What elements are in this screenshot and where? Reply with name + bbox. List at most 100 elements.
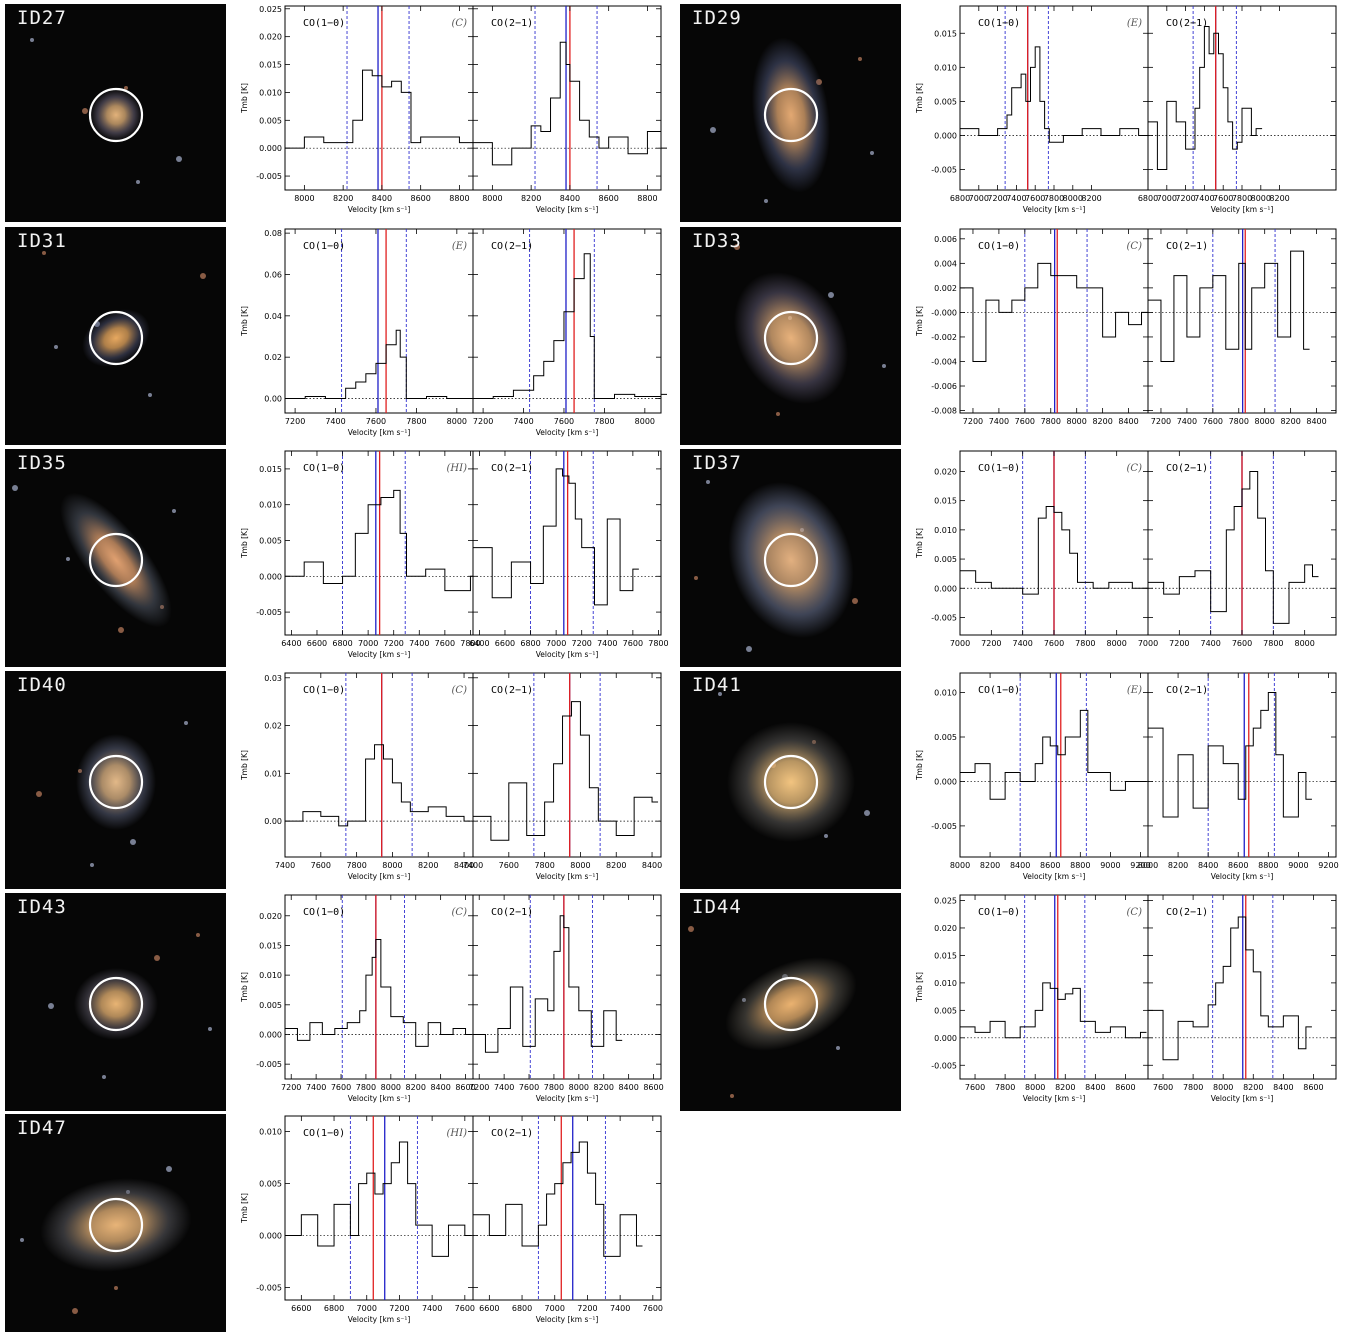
y-tick-label: 0.010 [259,501,282,510]
x-axis-label: Velocity [km s⁻¹] [348,650,411,659]
x-tick-label: 7600 [311,861,331,870]
galaxy-image: ID44 [680,893,901,1111]
x-tick-label: 8000 [447,417,467,426]
spectrum-chart: Tmb [K] 8000 8200 8400 8600 8800 -0.005 0.000 0.… [233,4,673,222]
y-axis-label: Tmb [K] [915,750,924,781]
transition-label: CO(2−1) [491,463,533,474]
x-tick-label: 7600 [1044,639,1064,648]
spectrum-line [285,939,472,1047]
x-tick-label: 8800 [637,194,657,203]
x-tick-label: 7800 [648,639,668,648]
x-tick-label: 7200 [281,1083,301,1092]
x-tick-label: 8400 [1198,861,1218,870]
galaxy-id-label: ID41 [692,674,742,696]
spectrum-panel: 8000 8200 8400 8600 8800 9000 9200 CO(2−1) Veloc… [1138,672,1339,881]
plot-frame [472,672,662,858]
x-tick-label: 7000 [545,1304,565,1313]
y-tick-label: 0.000 [934,584,957,593]
x-tick-label: 7200 [469,1083,489,1092]
x-tick-label: 7800 [1263,639,1283,648]
x-axis-label: Velocity [km s⁻¹] [348,872,411,881]
plot-frame [959,672,1149,858]
x-tick-label: 8200 [406,1083,426,1092]
y-tick-label: 0.010 [934,63,957,72]
spectrum-line [285,744,471,827]
x-axis-label: Velocity [km s⁻¹] [536,650,599,659]
y-tick-label: 0.005 [259,1180,282,1189]
y-tick-label: 0.005 [259,1001,282,1010]
x-tick-label: 8200 [521,194,541,203]
y-tick-label: 0.020 [934,467,957,476]
x-tick-label: 8000 [1106,639,1126,648]
x-tick-label: 7400 [610,1304,630,1313]
x-tick-label: 8000 [1255,417,1275,426]
x-tick-label: 7800 [1229,417,1249,426]
x-tick-label: 8200 [1092,417,1112,426]
spectrum-panel: 8000 8200 8400 8600 8800 CO(2−1) Velocity [km … [472,5,667,214]
x-tick-label: 8400 [1118,417,1138,426]
x-tick-label: 8000 [1025,1083,1045,1092]
x-tick-label: 7200 [285,417,305,426]
x-tick-label: 7600 [499,861,519,870]
y-tick-label: 0.08 [264,229,282,238]
x-tick-label: 7400 [1177,417,1197,426]
galaxy-image: ID31 [5,227,226,445]
x-tick-label: 7600 [519,1083,539,1092]
spectrum-line [285,1141,471,1257]
x-tick-label: 6800 [512,1304,532,1313]
plot-frame [284,5,474,191]
aperture-circle [88,976,144,1032]
x-tick-label: 7600 [455,1304,475,1313]
morphology-label: (C) [1127,463,1143,474]
spectrum-chart: Tmb [K] 7200 7400 7600 7800 8000 8200 8400 -0.00… [908,227,1348,445]
x-tick-label: 7800 [995,1083,1015,1092]
y-tick-label: 0.005 [259,536,282,545]
transition-label: CO(2−1) [491,907,533,918]
x-tick-label: 8200 [980,861,1000,870]
y-tick-label: 0.010 [934,526,957,535]
galaxy-id-label: ID37 [692,452,742,474]
x-tick-label: 8000 [569,1083,589,1092]
spectrum-line [285,489,477,592]
y-tick-label: 0.020 [259,33,282,42]
spectrum-line [1148,470,1319,624]
x-tick-label: 7800 [406,417,426,426]
x-tick-label: 8600 [1303,1083,1323,1092]
spectrum-panel: 7600 7800 8000 8200 8400 8600 -0.005 0.000 0.005… [931,894,1149,1103]
x-tick-label: 7400 [463,861,483,870]
x-axis-label: Velocity [km s⁻¹] [536,428,599,437]
y-axis-label: Tmb [K] [240,1193,249,1224]
x-tick-label: 8000 [381,1083,401,1092]
x-tick-label: 8200 [418,861,438,870]
x-tick-label: 7400 [597,639,617,648]
x-axis-label: Velocity [km s⁻¹] [348,205,411,214]
morphology-label: (C) [452,685,468,696]
x-tick-label: 7400 [422,1304,442,1313]
y-tick-label: 0.020 [259,912,282,921]
x-tick-label: 7600 [1213,194,1233,203]
x-tick-label: 7800 [544,1083,564,1092]
y-tick-label: -0.002 [931,333,957,342]
plot-frame [284,894,474,1080]
x-tick-label: 7600 [965,1083,985,1092]
x-tick-label: 7200 [577,1304,597,1313]
morphology-label: (C) [1127,907,1143,918]
transition-label: CO(2−1) [1166,463,1208,474]
galaxy-image: ID47 [5,1114,226,1332]
morphology-label: (E) [1127,18,1142,29]
x-tick-label: 8200 [606,861,626,870]
aperture-circle [763,976,819,1032]
spectrum-panel: 6600 6800 7000 7200 7400 7600 CO(2−1) Velocity … [472,1115,663,1324]
galaxy-id-label: ID27 [17,7,67,29]
x-tick-label: 7400 [325,417,345,426]
galaxy-image: ID43 [5,893,226,1111]
spectrum-line [1148,692,1312,818]
transition-label: CO(1−0) [303,1128,345,1139]
galaxy-id-label: ID29 [692,7,742,29]
transition-label: CO(1−0) [303,463,345,474]
aperture-circle [763,754,819,810]
y-tick-label: 0.015 [934,497,957,506]
galaxy-id-label: ID43 [17,896,67,918]
x-tick-label: 8000 [1251,194,1271,203]
transition-label: CO(2−1) [1166,18,1208,29]
